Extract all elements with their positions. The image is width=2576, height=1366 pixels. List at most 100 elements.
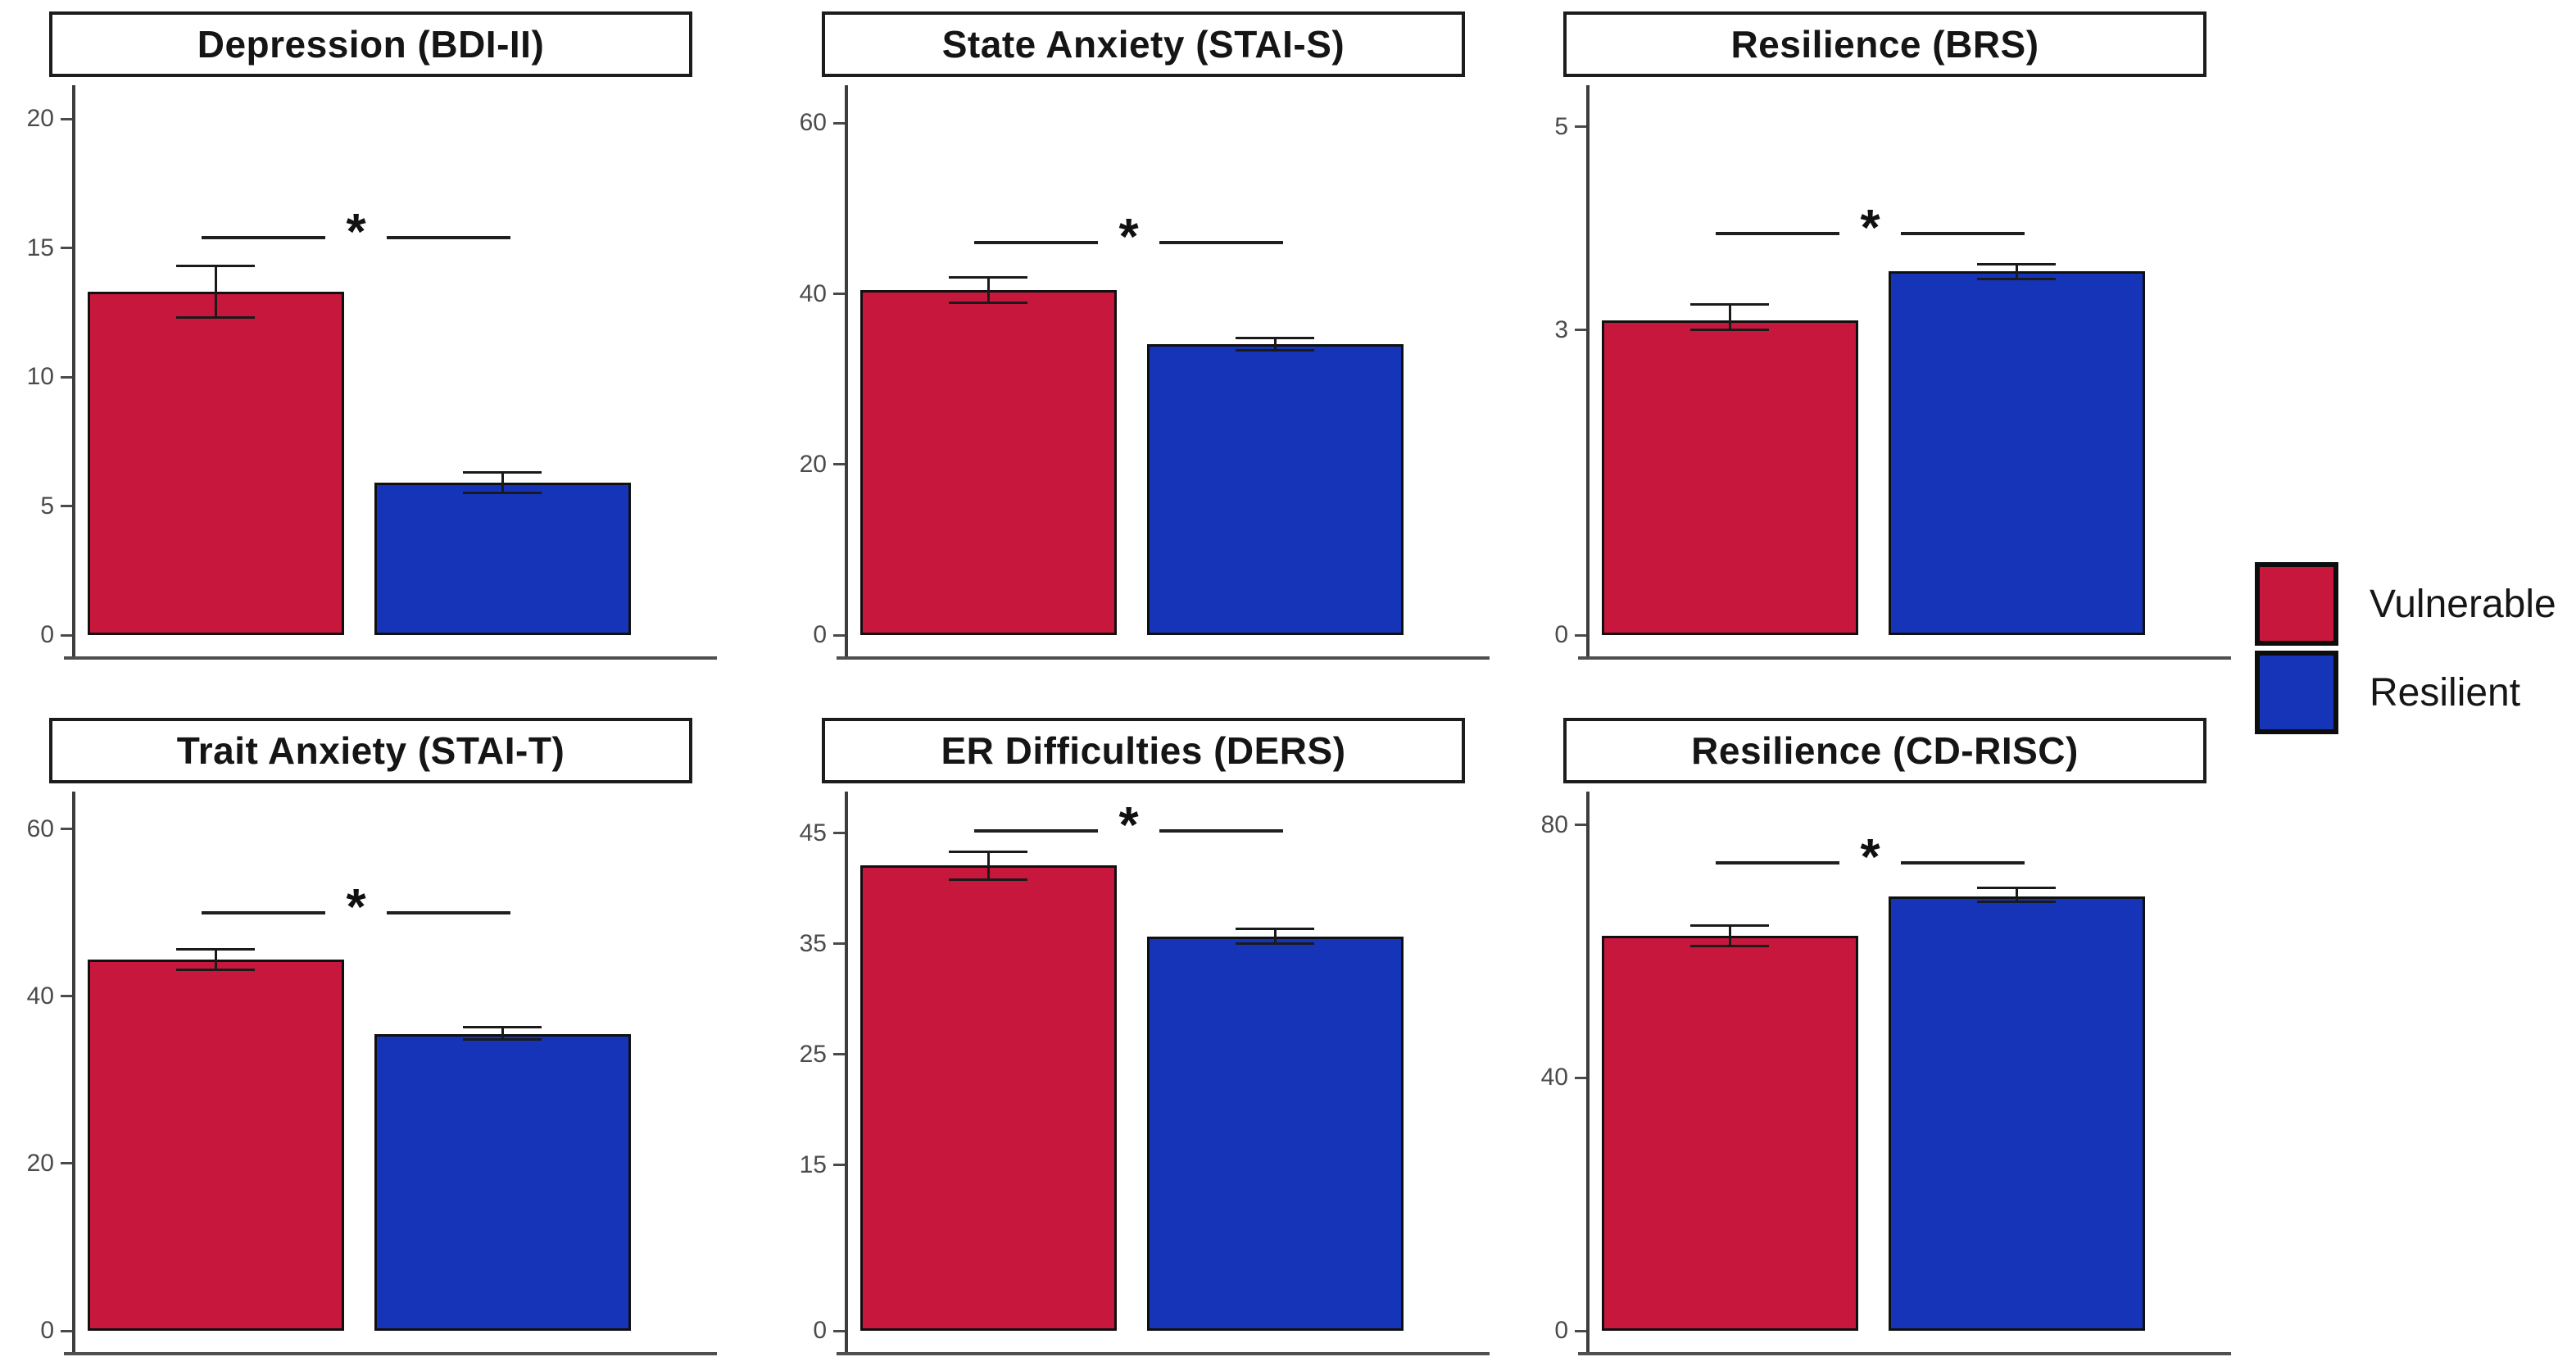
plot-area: 0 40 80 *	[1541, 792, 2231, 1355]
resilient-color-swatch	[2255, 651, 2338, 734]
significance-star: *	[1118, 208, 1139, 265]
x-axis-line	[837, 1352, 1490, 1355]
significance-line-right	[1901, 232, 2025, 236]
error-bar-cap-top	[1977, 262, 2057, 265]
bar-vulnerable	[860, 290, 1117, 635]
y-axis-tick	[1575, 824, 1586, 827]
y-axis-tick	[61, 828, 72, 831]
error-bar-whisker	[986, 277, 990, 303]
y-axis-line	[1586, 85, 1590, 660]
y-axis-tick-label: 35	[799, 929, 827, 957]
bar-resilient	[1889, 271, 2145, 635]
bar-resilient	[1889, 896, 2145, 1331]
error-bar-whisker	[1728, 304, 1731, 330]
panel-title: Resilience (BRS)	[1563, 11, 2206, 77]
y-axis-tick	[833, 463, 845, 466]
significance-line-left	[202, 910, 325, 914]
panel-title: State Anxiety (STAI-S)	[822, 11, 1465, 77]
y-axis-tick-label: 10	[26, 363, 54, 391]
significance-line-right	[387, 910, 510, 914]
error-bar-cap-bottom	[176, 968, 256, 971]
y-axis-tick-label: 25	[799, 1040, 827, 1068]
y-axis-tick-label: 40	[26, 982, 54, 1010]
y-axis-tick-label: 20	[26, 1149, 54, 1177]
error-bar-cap-top	[1236, 337, 1315, 340]
significance-line-left	[974, 828, 1098, 833]
significance-line-left	[202, 236, 325, 240]
panel-title: Depression (BDI-II)	[49, 11, 692, 77]
significance-star: *	[1860, 199, 1880, 256]
y-axis-tick-label: 20	[26, 105, 54, 133]
bar-vulnerable	[88, 292, 344, 635]
bar-resilient	[374, 483, 631, 635]
error-bar-cap-top	[949, 276, 1028, 279]
x-axis-line	[64, 1352, 717, 1355]
y-axis-tick-label: 0	[813, 1317, 827, 1344]
error-bar-cap-top	[463, 471, 542, 474]
panel-resilience-cd-risc: Resilience (CD-RISC) 0 40 80 *	[1539, 718, 2231, 1365]
y-axis-tick	[833, 1329, 845, 1332]
y-axis-tick-label: 80	[1540, 810, 1568, 838]
bar-resilient	[1147, 344, 1404, 635]
error-bar-whisker	[214, 265, 217, 318]
y-axis-tick	[1575, 633, 1586, 637]
y-axis-tick-label: 60	[26, 815, 54, 842]
bar-vulnerable	[88, 959, 344, 1331]
error-bar-cap-bottom	[1977, 278, 2057, 281]
plot-area: 0 20 40 60 *	[27, 792, 717, 1355]
error-bar-cap-top	[176, 948, 256, 951]
y-axis-line	[72, 792, 75, 1355]
significance-line-right	[1901, 861, 2025, 865]
error-bar-whisker	[214, 949, 217, 970]
legend-label: Resilient	[2370, 670, 2521, 715]
y-axis-tick	[61, 247, 72, 250]
y-axis-tick-label: 5	[40, 492, 54, 520]
y-axis-line	[72, 85, 75, 660]
error-bar-whisker	[2015, 264, 2018, 279]
error-bar-cap-top	[949, 850, 1028, 853]
significance-line-left	[1716, 232, 1839, 236]
error-bar-whisker	[986, 851, 990, 880]
significance-line-right	[1159, 241, 1283, 245]
y-axis-tick	[61, 375, 72, 379]
error-bar-cap-bottom	[1977, 901, 2057, 904]
y-axis-tick-label: 0	[1554, 1317, 1568, 1344]
plot-area: 0 3 5 *	[1554, 85, 2231, 660]
y-axis-tick-label: 0	[813, 621, 827, 648]
bar-vulnerable	[860, 865, 1117, 1331]
significance-star: *	[346, 204, 366, 261]
legend-item-vulnerable: Vulnerable	[2255, 562, 2556, 646]
panel-title: Trait Anxiety (STAI-T)	[49, 718, 692, 783]
error-bar-cap-bottom	[463, 1038, 542, 1042]
significance-line-left	[1716, 861, 1839, 865]
y-axis-tick-label: 15	[26, 234, 54, 261]
error-bar-cap-bottom	[176, 316, 256, 320]
y-axis-tick	[833, 121, 845, 125]
error-bar-whisker	[501, 472, 504, 493]
panel-resilience-brs: Resilience (BRS) 0 3 5 *	[1539, 11, 2231, 660]
significance-line-right	[387, 236, 510, 240]
y-axis-line	[1586, 792, 1590, 1355]
y-axis-tick-label: 5	[1554, 112, 1568, 140]
error-bar-cap-bottom	[949, 878, 1028, 881]
error-bar-whisker	[2015, 887, 2018, 902]
y-axis-tick-label: 15	[799, 1150, 827, 1178]
y-axis-tick-label: 40	[1540, 1064, 1568, 1091]
panel-state-anxiety-stai-s: State Anxiety (STAI-S) 0 20 40 60 *	[797, 11, 1490, 660]
y-axis-tick-label: 45	[799, 819, 827, 846]
y-axis-tick	[833, 942, 845, 945]
y-axis-tick	[1575, 1329, 1586, 1332]
error-bar-whisker	[1273, 928, 1277, 944]
significance-line-left	[974, 241, 1098, 245]
panel-trait-anxiety-stai-t: Trait Anxiety (STAI-T) 0 20 40 60 *	[25, 718, 717, 1365]
y-axis-tick	[833, 1164, 845, 1166]
legend-label: Vulnerable	[2370, 582, 2556, 626]
x-axis-line	[1578, 1352, 2231, 1355]
legend-item-resilient: Resilient	[2255, 651, 2556, 734]
plot-area: 0 20 40 60 *	[800, 85, 1490, 660]
y-axis-tick	[61, 1329, 72, 1332]
error-bar-cap-bottom	[463, 492, 542, 495]
y-axis-line	[845, 792, 848, 1355]
panel-depression-bdi-ii: Depression (BDI-II) 0 5 10 15 20 *	[25, 11, 717, 660]
